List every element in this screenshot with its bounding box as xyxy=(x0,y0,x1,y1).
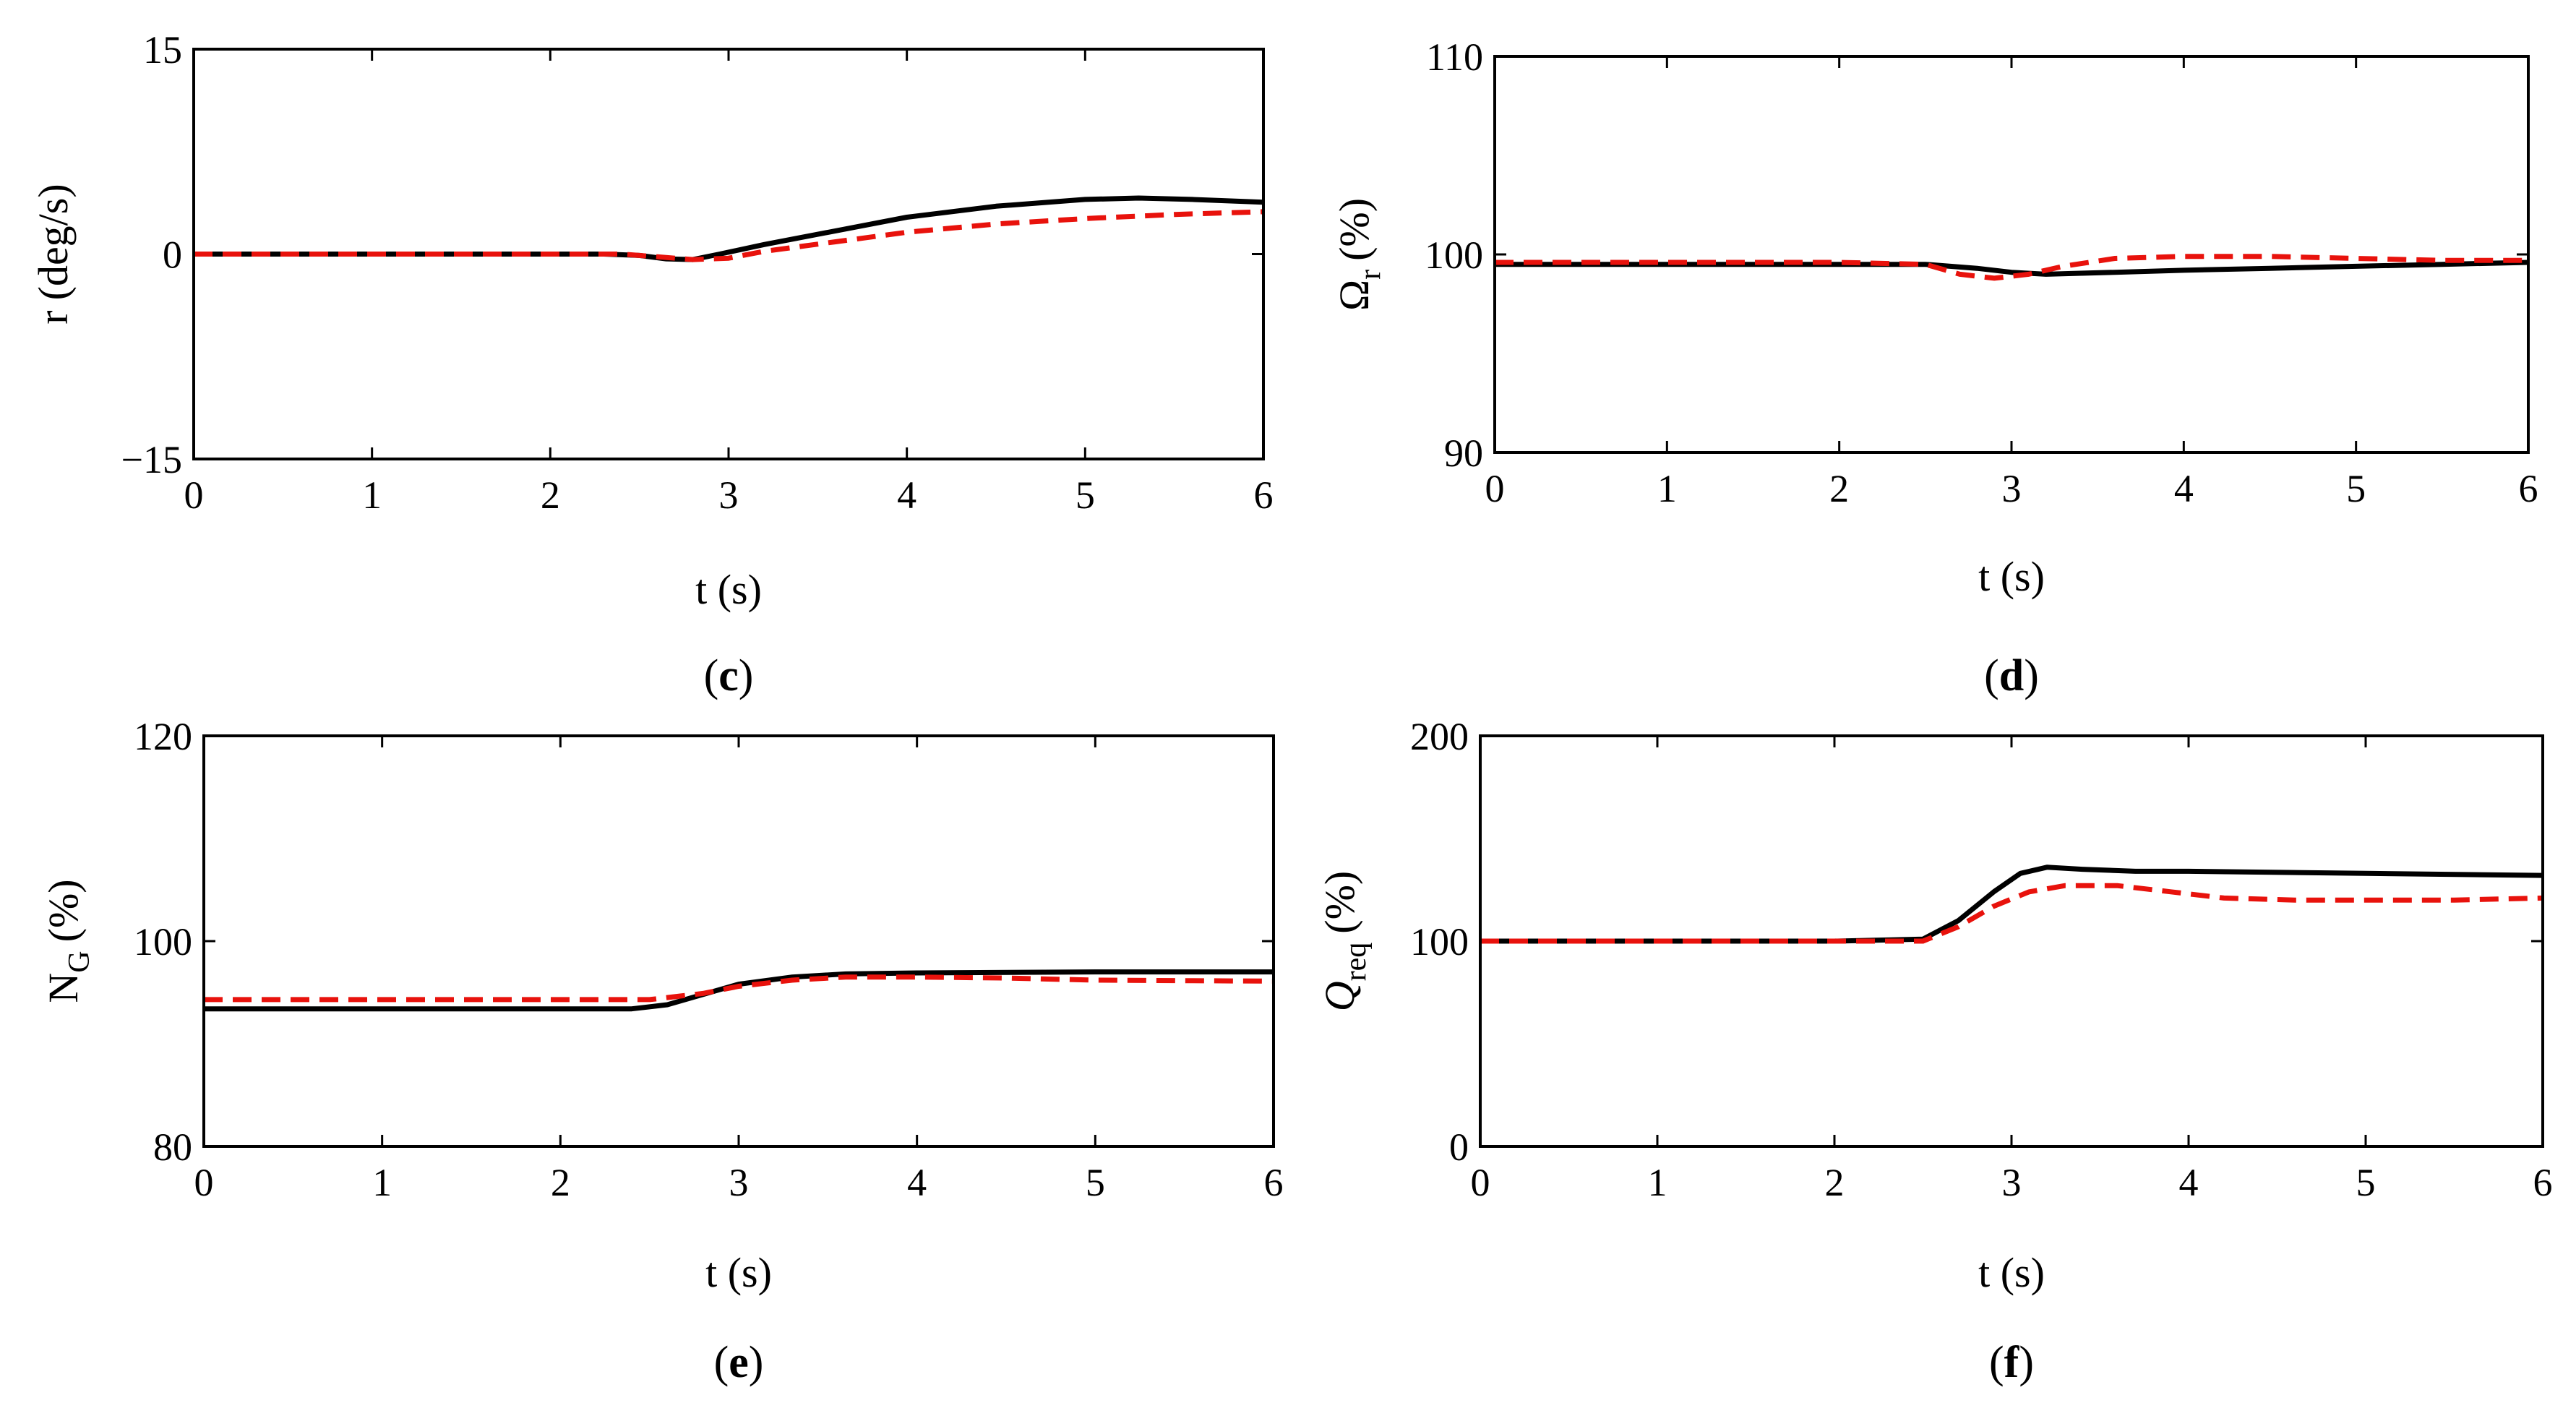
x-tick-label: 3 xyxy=(2002,1161,2022,1204)
panel-letter: c xyxy=(718,651,739,700)
x-tick-label: 5 xyxy=(2346,467,2366,510)
series-line-solid xyxy=(1480,864,2543,944)
x-tick-label: 3 xyxy=(719,473,739,517)
x-axis-label: t (s) xyxy=(695,566,762,613)
series-line-dashed xyxy=(1480,883,2543,944)
x-tick-label: 2 xyxy=(1825,1161,1845,1204)
x-tick-label: 2 xyxy=(551,1161,570,1204)
y-axis-label: Ωr (%) xyxy=(1331,198,1387,311)
x-tick-label: 3 xyxy=(729,1161,749,1204)
x-tick-label: 0 xyxy=(1485,467,1505,510)
plot-frame xyxy=(1479,734,2544,1148)
x-axis-label: t (s) xyxy=(705,1249,772,1296)
x-tick-label: 6 xyxy=(1254,473,1274,517)
x-tick-label: 4 xyxy=(907,1161,927,1204)
y-tick-label: 100 xyxy=(1425,233,1483,277)
y-axis-label: r (deg/s) xyxy=(30,184,77,324)
x-tick-label: 1 xyxy=(372,1161,392,1204)
x-tick-label: 0 xyxy=(184,473,204,517)
y-tick-label: −15 xyxy=(121,438,182,481)
x-tick-label: 6 xyxy=(2519,467,2538,510)
y-tick-label: 100 xyxy=(1410,920,1469,964)
y-axis-label-sub: req xyxy=(1339,943,1373,982)
x-tick-label: 4 xyxy=(2179,1161,2199,1204)
series-line-dashed xyxy=(194,209,1264,262)
x-tick-label: 5 xyxy=(1086,1161,1105,1204)
y-axis-label-sub: G xyxy=(63,951,96,972)
y-axis-label-unit: (%) xyxy=(1331,198,1378,261)
y-axis-label-unit: (%) xyxy=(1316,871,1363,934)
series-line-dashed xyxy=(204,974,1274,1003)
y-axis-label: Qreq (%) xyxy=(1316,871,1373,1011)
y-tick-label: 15 xyxy=(143,28,182,72)
series-line-solid xyxy=(1495,259,2529,277)
x-tick-label: 1 xyxy=(362,473,382,517)
y-axis-label-main: r xyxy=(30,310,77,324)
x-tick-label: 5 xyxy=(2356,1161,2376,1204)
panel-label: (e) xyxy=(714,1338,764,1387)
x-tick-label: 0 xyxy=(1471,1161,1490,1204)
y-axis-label-main: Ω xyxy=(1331,280,1378,311)
y-tick-label: 80 xyxy=(153,1125,192,1169)
y-tick-label: 120 xyxy=(134,715,192,758)
x-tick-label: 1 xyxy=(1657,467,1677,510)
x-tick-label: 2 xyxy=(541,473,560,517)
x-tick-label: 6 xyxy=(2533,1161,2553,1204)
y-axis-label-main: N xyxy=(40,973,87,1003)
x-tick-label: 4 xyxy=(897,473,916,517)
panel-e: 0 1 2 3 4 5 6 80 100 120 t (s) NG (%) (e) xyxy=(40,715,1284,1387)
panel-label: (d) xyxy=(1984,651,2039,700)
panel-label: (f) xyxy=(1989,1338,2034,1387)
x-axis-label: t (s) xyxy=(1978,1249,2045,1296)
series-line-solid xyxy=(204,969,1274,1012)
y-tick-label: 200 xyxy=(1410,715,1469,758)
y-axis-label-main: Q xyxy=(1316,981,1363,1011)
panel-letter: f xyxy=(2004,1338,2020,1387)
y-axis-label-unit: (%) xyxy=(40,879,87,942)
x-tick-label: 0 xyxy=(194,1161,214,1204)
y-tick-label: 100 xyxy=(134,920,192,964)
panel-d: 0 1 2 3 4 5 6 90 100 110 t (s) Ωr (%) (d) xyxy=(1331,35,2538,700)
y-tick-label: 110 xyxy=(1426,35,1483,79)
plot-frame xyxy=(202,734,1275,1148)
y-axis-label-sub: r xyxy=(1354,270,1387,280)
y-axis-label: NG (%) xyxy=(40,879,96,1003)
y-axis-label-unit: (deg/s) xyxy=(30,184,77,300)
x-tick-label: 5 xyxy=(1076,473,1095,517)
x-tick-label: 1 xyxy=(1648,1161,1667,1204)
x-tick-label: 2 xyxy=(1829,467,1849,510)
y-tick-label: 90 xyxy=(1444,432,1483,475)
y-tick-label: 0 xyxy=(163,233,182,277)
series-line-dashed xyxy=(1495,254,2528,281)
panel-f: 0 1 2 3 4 5 6 0 100 200 t (s) Qreq (%) (f) xyxy=(1316,715,2553,1387)
x-axis-label: t (s) xyxy=(1978,553,2045,600)
y-tick-label: 0 xyxy=(1449,1125,1469,1169)
panel-letter: d xyxy=(1999,651,2024,700)
plot-frame xyxy=(192,48,1265,460)
x-tick-label: 3 xyxy=(2002,467,2022,510)
panel-letter: e xyxy=(729,1338,749,1387)
series-line-solid xyxy=(194,195,1264,262)
x-tick-label: 4 xyxy=(2174,467,2194,510)
panel-label: (c) xyxy=(704,651,754,700)
plot-frame xyxy=(1493,55,2530,454)
x-tick-label: 6 xyxy=(1264,1161,1284,1204)
